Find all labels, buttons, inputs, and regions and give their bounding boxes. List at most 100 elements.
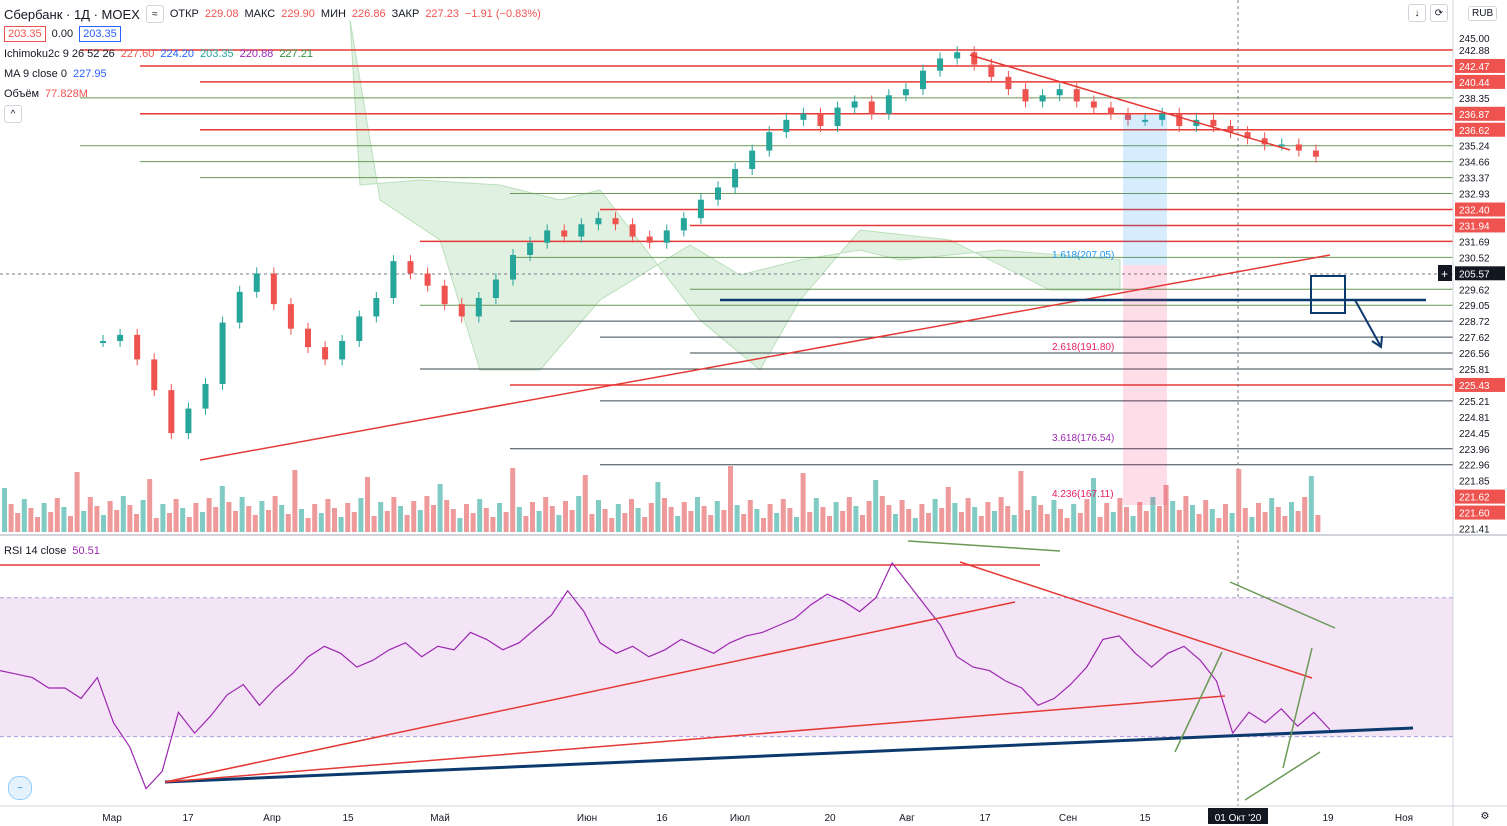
- candle-body: [117, 334, 124, 341]
- candles: [100, 46, 1319, 440]
- candle-body: [629, 224, 636, 237]
- volume-bar: [688, 511, 694, 532]
- time-axis-label: 17: [182, 813, 194, 824]
- close-value: 227.23: [425, 8, 459, 20]
- volume-bar: [1249, 517, 1255, 532]
- volume-bar: [87, 497, 93, 532]
- volume-bar: [860, 515, 865, 532]
- volume-bar: [853, 506, 859, 532]
- time-axis-label: 15: [342, 813, 354, 824]
- time-axis-label: 19: [1322, 813, 1334, 824]
- price-label-bg: [1455, 266, 1505, 281]
- candle-body: [1022, 89, 1029, 102]
- candle-body: [663, 230, 670, 243]
- fib-up-zone: [1123, 115, 1167, 265]
- volume-bar: [1229, 513, 1235, 532]
- volume-bar: [1077, 513, 1083, 532]
- price-axis-label: 225.81: [1459, 365, 1490, 376]
- volume-bar: [919, 504, 925, 532]
- candle-body: [1125, 113, 1131, 120]
- time-axis-label: Июн: [577, 813, 597, 824]
- volume-label[interactable]: Объём: [4, 88, 40, 100]
- rsi-label[interactable]: RSI 14 close: [4, 545, 67, 557]
- ichimoku-label[interactable]: Ichimoku2c 9 26 52 26: [4, 48, 115, 60]
- volume-bar: [239, 497, 245, 532]
- time-axis: Мар 17 Апр 15 Май Июн 16 Июл 20 Авг 17 Сен 15 01 Окт …: [102, 808, 1413, 824]
- volume-bar: [886, 505, 892, 532]
- time-label-bg: [1208, 808, 1268, 824]
- volume-bar: [945, 487, 951, 532]
- price-axis-label: 238.35: [1459, 94, 1490, 105]
- volume-bar: [1110, 512, 1116, 532]
- low-label: МИН: [320, 8, 346, 20]
- volume-bar: [1176, 510, 1182, 532]
- candle-body: [749, 150, 756, 169]
- settings-gear-icon[interactable]: ⚙: [1477, 808, 1493, 824]
- arrow-line: [1354, 299, 1381, 346]
- ichimoku-v3: 203.35: [200, 48, 234, 60]
- ma-label[interactable]: MA 9 close 0: [4, 68, 67, 80]
- volume-bar: [259, 501, 265, 532]
- volume-bar: [800, 473, 806, 532]
- currency-badge[interactable]: RUB: [1468, 6, 1498, 21]
- logo-icon[interactable]: ~: [8, 776, 32, 800]
- volume-bar: [384, 511, 390, 532]
- ma-value: 227.95: [72, 68, 107, 80]
- volume-bar: [714, 501, 720, 532]
- candle-body: [441, 285, 448, 305]
- volume-bar: [1275, 507, 1281, 532]
- volume-bar: [1051, 500, 1057, 532]
- volume-bar: [483, 508, 489, 532]
- volume-bar: [906, 509, 912, 532]
- volume-bar: [193, 503, 199, 532]
- volume-bar: [708, 515, 714, 532]
- fib-down-zone: [1123, 265, 1167, 505]
- candle-body: [305, 328, 311, 348]
- rsi-green-5: [1244, 751, 1321, 801]
- volume-bar: [1256, 503, 1261, 532]
- price-axis-label: 223.96: [1459, 445, 1490, 456]
- symbol-title[interactable]: Сбербанк · 1Д · MOEX: [4, 6, 140, 22]
- time-axis-label: Май: [430, 813, 450, 824]
- volume-bar: [305, 518, 311, 532]
- time-axis-label: Мар: [102, 813, 122, 824]
- rsi-green-3: [1174, 651, 1223, 753]
- price-axis-label: 229.62: [1459, 285, 1490, 296]
- volume-bar: [754, 509, 760, 532]
- candle-body: [527, 242, 534, 255]
- price-label-bg: [1455, 106, 1505, 121]
- candle-body: [168, 390, 175, 434]
- price-axis-label: 205.57: [1459, 269, 1490, 280]
- ask-box[interactable]: 203.35: [79, 26, 121, 42]
- price-axis-label: 242.47: [1459, 62, 1490, 73]
- volume-bar: [576, 496, 582, 532]
- candle-body: [253, 273, 260, 292]
- candle-body: [646, 236, 653, 243]
- volume-bar: [8, 504, 14, 532]
- bid-box[interactable]: 203.35: [4, 26, 46, 42]
- price-axis-bg: [1453, 0, 1507, 826]
- volume-bar: [985, 502, 991, 532]
- price-axis-label: 224.45: [1459, 429, 1490, 440]
- volume-bar: [48, 512, 54, 532]
- volume-bar: [1196, 514, 1202, 532]
- candle-body: [134, 334, 141, 360]
- arrow-down-icon[interactable]: ↓: [1408, 4, 1426, 22]
- volume-bar: [213, 507, 219, 532]
- volume-bar: [1223, 504, 1228, 532]
- candle-body: [236, 291, 243, 323]
- volume-bar: [701, 506, 707, 532]
- volume-bar: [35, 517, 40, 532]
- collapse-legend-button[interactable]: ^: [4, 105, 22, 123]
- volume-bar: [365, 477, 370, 532]
- volume-bar: [1289, 502, 1294, 532]
- volume-bar: [1157, 506, 1162, 532]
- volume-bar: [351, 512, 357, 532]
- rsi-line: [0, 561, 1331, 790]
- volume-bar: [378, 502, 384, 532]
- candle-body: [971, 52, 978, 65]
- compare-icon[interactable]: ≈: [145, 5, 164, 23]
- volume-bar: [391, 497, 397, 532]
- refresh-icon[interactable]: ⟳: [1430, 4, 1448, 22]
